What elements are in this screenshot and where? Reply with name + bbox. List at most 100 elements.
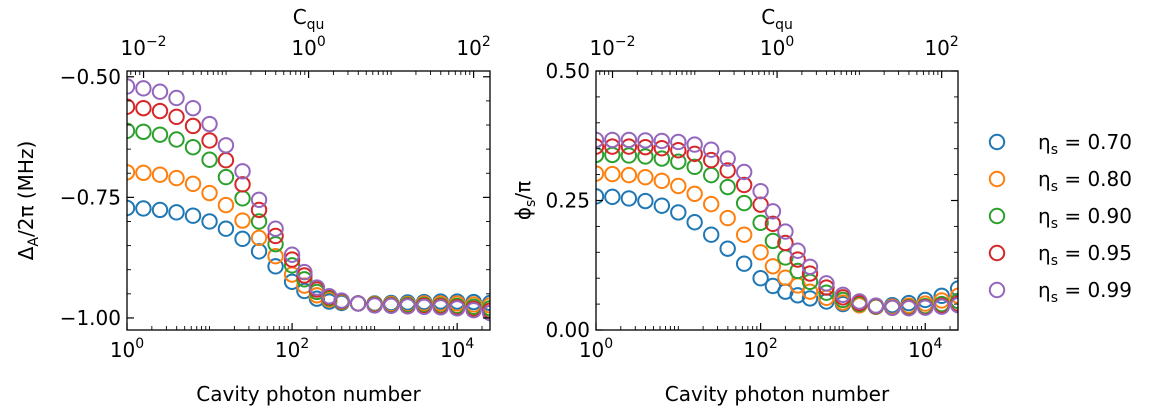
data-point (432, 299, 449, 316)
legend-item: ηs = 0.95 (988, 241, 1132, 269)
data-point (135, 200, 152, 217)
data-point (764, 232, 782, 250)
data-point (234, 176, 251, 193)
data-point (719, 178, 736, 196)
data-point (151, 102, 169, 120)
data-point (283, 251, 301, 268)
data-point (234, 163, 251, 180)
data-point (250, 213, 268, 230)
legend-label: ηs = 0.80 (1038, 167, 1132, 195)
data-point (604, 146, 621, 164)
data-point (184, 207, 202, 224)
legend-label: ηs = 0.70 (1038, 130, 1132, 158)
data-point (752, 182, 769, 200)
data-point (415, 298, 433, 316)
data-point (752, 244, 769, 261)
data-point (596, 146, 605, 164)
data-point (620, 131, 638, 149)
data-point (217, 168, 235, 186)
data-point (789, 242, 806, 259)
left-data-markers (127, 78, 490, 322)
y-tick-label: 0.50 (545, 59, 590, 83)
data-point (184, 139, 202, 156)
data-point (801, 283, 819, 300)
x-tick-label: 104 (908, 336, 942, 362)
data-point (481, 304, 490, 322)
right-x-axis-label: Cavity photon number (665, 382, 890, 406)
data-point (637, 148, 654, 165)
series-1-markers (596, 188, 958, 314)
data-point (151, 126, 169, 143)
top-x-tick-label: 10−2 (121, 34, 167, 60)
data-point (670, 133, 687, 151)
data-point (637, 168, 654, 186)
data-point (250, 201, 268, 219)
data-point (201, 213, 218, 230)
data-point (703, 151, 720, 169)
x-tick-label: 102 (275, 336, 309, 362)
data-point (267, 258, 284, 275)
left-y-axis-label: ΔA/2π (MHz) (14, 141, 42, 261)
right-y-axis-label: ϕs/π (511, 181, 539, 220)
data-point (596, 138, 605, 155)
data-point (653, 139, 671, 157)
data-point (448, 300, 466, 317)
right-data-markers (596, 131, 958, 317)
data-point (801, 265, 819, 282)
data-point (752, 214, 769, 231)
legend-marker (988, 170, 1006, 188)
data-point (777, 234, 794, 252)
data-point (777, 223, 794, 240)
data-point (596, 165, 605, 182)
legend-item: ηs = 0.90 (988, 204, 1132, 232)
data-point (201, 132, 218, 149)
data-point (735, 226, 753, 243)
data-point (250, 243, 268, 260)
data-point (735, 194, 753, 212)
data-point (703, 166, 720, 184)
data-point (637, 192, 654, 210)
data-point (168, 169, 185, 187)
data-point (308, 279, 326, 296)
data-point (234, 212, 251, 229)
data-point (283, 246, 301, 263)
legend-label: ηs = 0.95 (1038, 241, 1132, 269)
right-ticks: 100 102 104 10−2 100 102 0.00 0.25 0.50 (545, 34, 958, 362)
data-point (686, 158, 703, 176)
data-point (267, 227, 284, 245)
data-point (201, 151, 218, 168)
right-panel: 100 102 104 10−2 100 102 0.00 0.25 0.50 Cavity p… (511, 5, 959, 406)
legend-marker (988, 207, 1006, 225)
data-point (752, 270, 769, 287)
right-top-axis-label: Cqu (761, 5, 793, 33)
data-point (234, 190, 251, 207)
data-point (604, 188, 621, 206)
data-point (653, 132, 671, 150)
top-x-tick-label: 102 (924, 34, 958, 60)
data-point (719, 240, 736, 257)
data-point (184, 117, 202, 135)
data-point (596, 131, 605, 149)
data-point (719, 209, 736, 227)
series-3-markers (596, 146, 958, 316)
data-point (151, 83, 169, 100)
data-point (620, 147, 638, 164)
data-point (777, 269, 794, 286)
data-point (620, 138, 638, 155)
data-point (764, 258, 782, 275)
data-point (366, 297, 383, 314)
data-point (604, 138, 621, 155)
series-1-markers (127, 199, 490, 312)
legend-marker (988, 281, 1006, 299)
data-point (382, 297, 400, 315)
data-point (735, 163, 753, 181)
y-tick-label: −0.75 (60, 185, 121, 209)
data-point (267, 248, 284, 265)
legend: ηs = 0.70 ηs = 0.80 ηs = 0.90 ηs = 0.95 ηs =… (988, 130, 1132, 306)
data-point (250, 229, 268, 247)
data-point (250, 191, 268, 208)
data-point (135, 164, 152, 181)
data-point (637, 132, 654, 149)
data-point (168, 131, 185, 148)
